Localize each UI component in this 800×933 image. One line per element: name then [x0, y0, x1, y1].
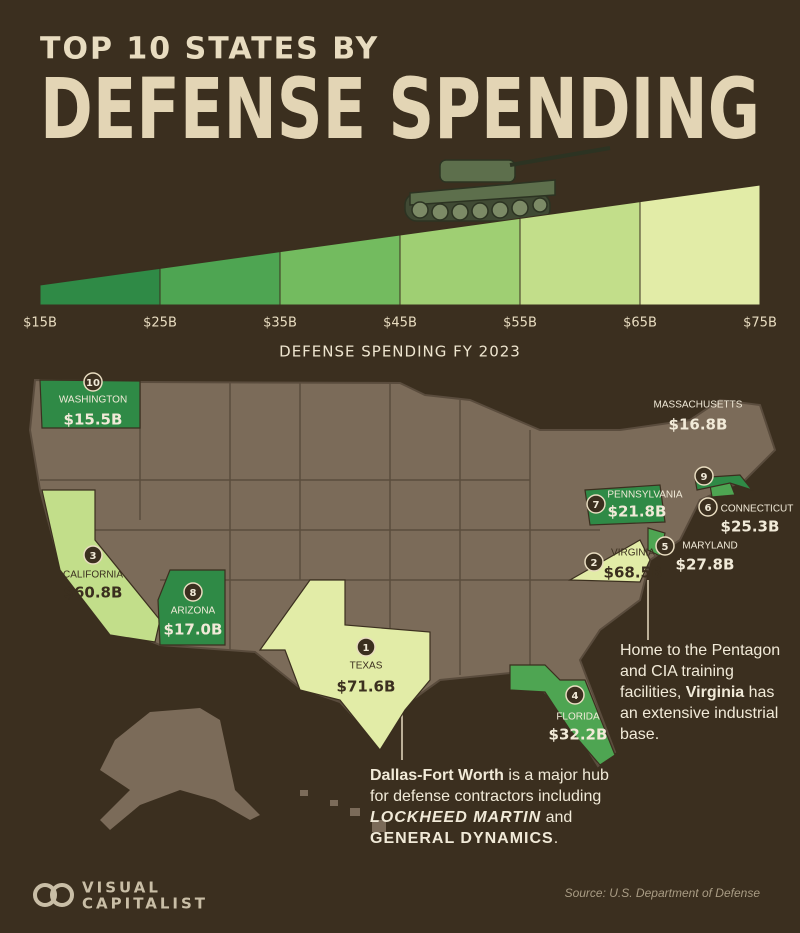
annotation-text: Virginia [685, 684, 745, 701]
states [39, 379, 754, 766]
scale-bin [279, 234, 401, 306]
rank-badge [655, 536, 675, 556]
state-name: FLORIDA [556, 712, 600, 723]
state-shape [509, 664, 616, 766]
state-name: VIRGINIA [611, 548, 655, 559]
state-name: ARIZONA [171, 606, 216, 617]
state-value: $68.5B [604, 564, 663, 582]
state-value: $21.8B [608, 503, 667, 521]
rank-number: 9 [701, 472, 708, 483]
scale-bin [39, 267, 161, 306]
annotation-text: has an extensive industrial base. [620, 684, 779, 743]
rank-badge [356, 637, 376, 657]
alaska [100, 708, 260, 830]
state-value: $32.2B [549, 726, 608, 744]
logo-text: CAPITALIST [82, 895, 208, 913]
state-shape [258, 579, 431, 752]
state-value: $71.6B [337, 678, 396, 696]
rank-number: 3 [90, 551, 97, 562]
annotation: Home to the Pentagon and CIA training fa… [620, 640, 790, 745]
state-name: TEXAS [350, 661, 383, 672]
scale-bin [519, 201, 641, 306]
title-line2: DEFENSE SPENDING [40, 60, 760, 158]
rank-number: 6 [705, 503, 712, 514]
state-name: CONNECTICUT [721, 504, 794, 515]
annotation-text: Home to the Pentagon and CIA training fa… [620, 642, 781, 701]
us-map [28, 378, 777, 768]
annotation-text: is a major hub for defense contractors i… [370, 767, 609, 805]
rank-number: 8 [190, 588, 197, 599]
state-value: $60.8B [64, 584, 123, 602]
legend-title: DEFENSE SPENDING FY 2023 [279, 343, 521, 361]
rank-number: 1 [363, 643, 370, 654]
annotation-text: and [541, 809, 573, 826]
source: Source: U.S. Department of Defense [565, 886, 761, 900]
state-shape [39, 379, 141, 429]
rank-badge [83, 372, 103, 392]
scale-tick-label: $55B [503, 316, 537, 331]
rank-badge [698, 497, 718, 517]
state-value: $15.5B [64, 411, 123, 429]
state-shape [157, 569, 226, 646]
state-shape [41, 489, 161, 643]
state-value: $17.0B [164, 621, 223, 639]
rank-badge [586, 494, 606, 514]
state-borders [40, 382, 600, 675]
annotation-text: GENERAL DYNAMICS [370, 830, 554, 847]
scale-tick-label: $65B [623, 316, 657, 331]
rank-badge [183, 582, 203, 602]
state-value: $27.8B [676, 556, 735, 574]
hawaii [300, 790, 386, 832]
rank-number: 2 [591, 558, 598, 569]
annotation-text: . [553, 830, 559, 847]
logo-icon [33, 883, 74, 907]
state-name: CALIFORNIA [63, 570, 123, 581]
scale-bin [159, 251, 281, 306]
state-name: PENNSYLVANIA [607, 490, 683, 501]
rank-number: 10 [86, 378, 100, 389]
rank-number: 5 [662, 542, 669, 553]
scale-bin [639, 184, 761, 306]
state-value: $25.3B [721, 518, 780, 536]
state-name: MASSACHUSETTS [654, 400, 743, 411]
rank-badge [565, 685, 585, 705]
logo-text: VISUAL [82, 879, 161, 897]
annotation: Dallas-Fort Worth is a major hub for def… [370, 765, 620, 849]
state-name: MARYLAND [682, 541, 737, 552]
scale-tick-label: $35B [263, 316, 297, 331]
scale-tick-label: $75B [743, 316, 777, 331]
state-shape [567, 539, 651, 583]
annotation-text: LOCKHEED MARTIN [370, 809, 542, 826]
title-line1: TOP 10 STATES BY [40, 32, 379, 67]
rank-badge [694, 466, 714, 486]
tank-illustration [404, 146, 611, 222]
annotation-text: Dallas-Fort Worth [370, 767, 504, 784]
state-labels: 1 TEXAS $71.6B 2 VIRGINIA $68.5B 3 CALIFORNIA $6… [59, 372, 794, 744]
state-value: $16.8B [669, 416, 728, 434]
rank-badge [83, 545, 103, 565]
scale-tick-label: $45B [383, 316, 417, 331]
rank-number: 7 [593, 500, 600, 511]
scale-tick-label: $25B [143, 316, 177, 331]
scale-tick-label: $15B [23, 316, 57, 331]
scale-bin [399, 217, 521, 306]
state-shape [584, 484, 666, 526]
rank-badge [584, 552, 604, 572]
state-name: WASHINGTON [59, 395, 127, 406]
rank-number: 4 [572, 691, 579, 702]
